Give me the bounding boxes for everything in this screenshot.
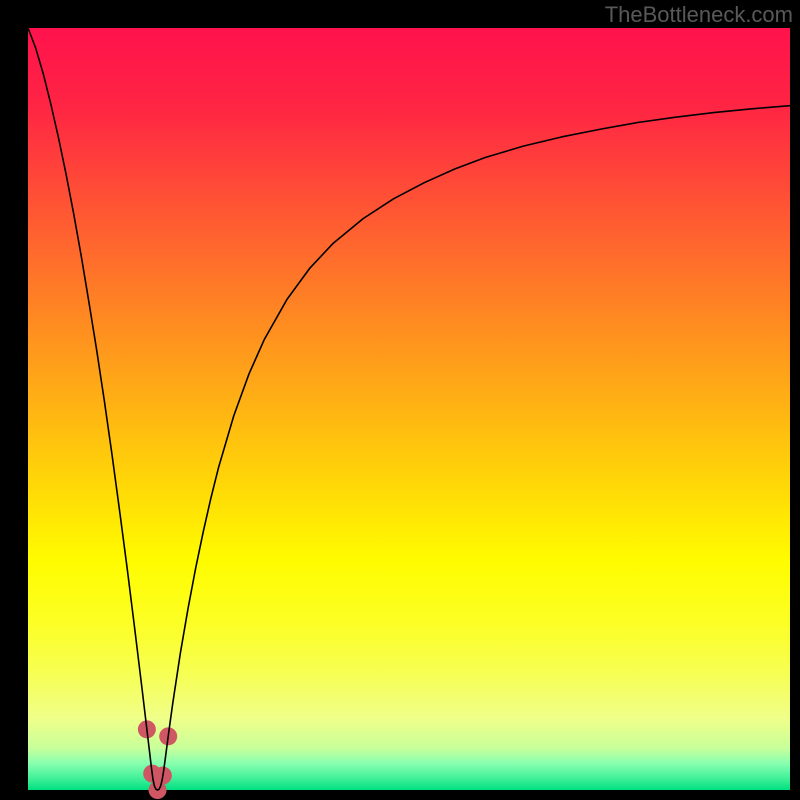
chart-svg <box>28 28 790 790</box>
watermark-text: TheBottleneck.com <box>605 2 793 28</box>
plot-area <box>28 28 790 790</box>
bottleneck-curve <box>28 28 790 790</box>
chart-container: { "watermark": { "text": "TheBottleneck.… <box>0 0 800 800</box>
